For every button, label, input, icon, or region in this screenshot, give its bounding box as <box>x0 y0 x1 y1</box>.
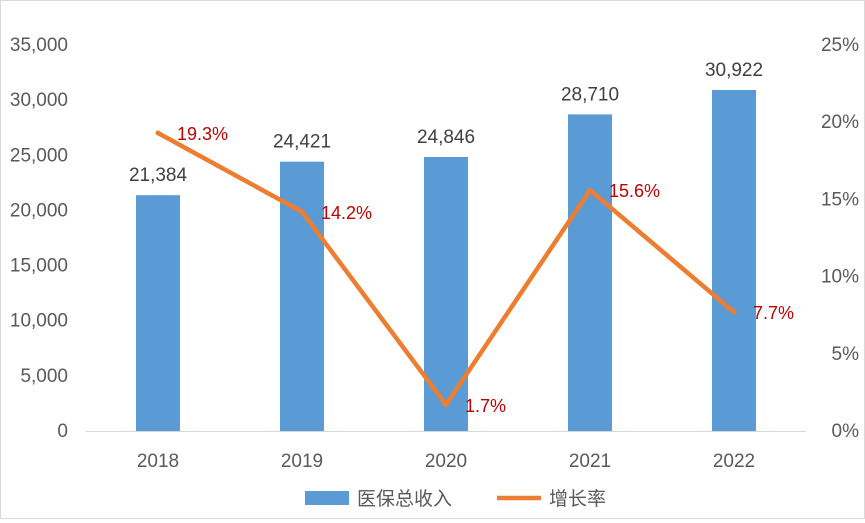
bar-value-label: 24,846 <box>417 127 475 148</box>
right-y-axis: 0% 5% 10% 15% 20% 25% <box>821 35 859 442</box>
line-value-label: 14.2% <box>321 203 372 223</box>
legend: 医保总收入 增长率 <box>305 488 606 510</box>
x-tick-label: 2022 <box>713 451 755 472</box>
x-tick-label: 2020 <box>425 451 467 472</box>
line-point <box>731 309 737 315</box>
line-value-label: 1.7% <box>465 396 506 416</box>
left-y-tick-label: 30,000 <box>10 90 68 111</box>
line-value-label: 19.3% <box>177 124 228 144</box>
line-value-label: 15.6% <box>609 181 660 201</box>
x-axis: 2018 2019 2020 2021 2022 <box>137 451 755 472</box>
left-y-tick-label: 25,000 <box>10 145 68 166</box>
left-y-tick-label: 15,000 <box>10 256 68 277</box>
legend-label: 医保总收入 <box>357 488 452 510</box>
line-value-label: 7.7% <box>753 303 794 323</box>
right-y-tick-label: 20% <box>821 112 859 133</box>
bar-series <box>136 89 756 431</box>
left-y-tick-label: 10,000 <box>10 311 68 332</box>
line-data-labels: 19.3% 14.2% 1.7% 15.6% 7.7% <box>177 124 794 416</box>
line-point <box>587 187 593 193</box>
right-y-tick-label: 0% <box>832 421 860 442</box>
bar-value-label: 28,710 <box>561 84 619 105</box>
left-y-tick-label: 20,000 <box>10 200 68 221</box>
right-y-tick-label: 15% <box>821 189 859 210</box>
bar <box>280 161 324 431</box>
x-tick-label: 2019 <box>281 451 323 472</box>
bar <box>136 195 180 431</box>
left-y-tick-label: 0 <box>57 421 68 442</box>
bar <box>568 114 612 431</box>
legend-label: 增长率 <box>549 488 606 510</box>
right-y-tick-label: 5% <box>832 344 860 365</box>
bar <box>712 89 756 431</box>
left-y-tick-label: 5,000 <box>20 366 68 387</box>
line-series <box>155 130 737 408</box>
bar-value-label: 24,421 <box>273 132 331 153</box>
left-y-tick-label: 35,000 <box>10 35 68 56</box>
line-point <box>299 209 305 215</box>
x-tick-label: 2021 <box>569 451 611 472</box>
legend-bar-swatch <box>305 491 349 505</box>
bar-value-label: 21,384 <box>129 165 188 186</box>
bar <box>424 156 468 431</box>
right-y-tick-label: 10% <box>821 267 859 288</box>
right-y-tick-label: 25% <box>821 35 859 56</box>
line-point <box>443 402 449 408</box>
line-point <box>155 130 161 136</box>
bar-value-label: 30,922 <box>705 60 763 81</box>
left-y-axis: 0 5,000 10,000 15,000 20,000 25,000 30,000 35,0… <box>10 35 68 442</box>
bar-data-labels: 21,384 24,421 24,846 28,710 30,922 <box>129 60 763 186</box>
x-tick-label: 2018 <box>137 451 179 472</box>
